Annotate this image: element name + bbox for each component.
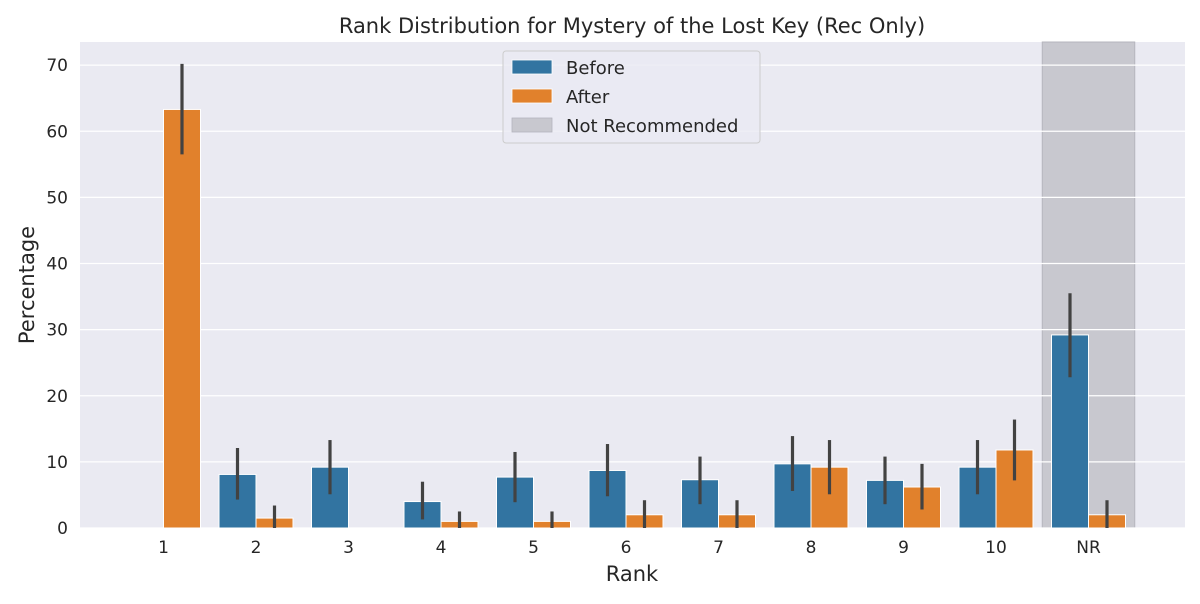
x-tick-label: 7: [713, 538, 724, 558]
y-tick-label: 20: [46, 387, 68, 407]
x-tick-label: 2: [251, 538, 262, 558]
y-axis-title: Percentage: [15, 226, 39, 344]
x-tick-label: 5: [528, 538, 539, 558]
errorbar-layer: [180, 63, 1109, 528]
legend-swatch-before: [511, 59, 553, 75]
x-tick-label: 6: [621, 538, 632, 558]
x-tick-label: 10: [985, 538, 1007, 558]
bar-after-1: [163, 108, 201, 529]
legend-label-before: Before: [566, 58, 625, 79]
y-tick-label: 10: [46, 453, 68, 473]
y-tick-labels: 0 10 20 30 40 50 60 70: [46, 56, 68, 539]
legend: Before After Not Recommended: [502, 50, 761, 144]
legend-label-after: After: [566, 87, 610, 108]
x-tick-label: NR: [1076, 538, 1101, 558]
x-axis-title: Rank: [606, 562, 659, 586]
y-tick-label: 60: [46, 122, 68, 142]
bars-layer: [163, 108, 1126, 529]
y-tick-label: 50: [46, 188, 68, 208]
legend-label-not-recommended: Not Recommended: [566, 116, 738, 137]
y-tick-label: 70: [46, 56, 68, 76]
x-tick-label: 3: [343, 538, 354, 558]
x-tick-label: 9: [898, 538, 909, 558]
x-tick-label: 1: [158, 538, 169, 558]
chart-title: Rank Distribution for Mystery of the Los…: [339, 14, 925, 38]
y-tick-label: 40: [46, 255, 68, 275]
y-tick-label: 30: [46, 321, 68, 341]
x-tick-label: 8: [806, 538, 817, 558]
legend-swatch-after: [511, 88, 553, 104]
legend-box: [502, 50, 761, 144]
x-tick-label: 4: [436, 538, 447, 558]
legend-swatch-not-recommended: [511, 117, 553, 133]
y-tick-label: 0: [57, 519, 68, 539]
x-tick-labels: 1 2 3 4 5 6 7 8 9 10 NR: [158, 538, 1101, 558]
